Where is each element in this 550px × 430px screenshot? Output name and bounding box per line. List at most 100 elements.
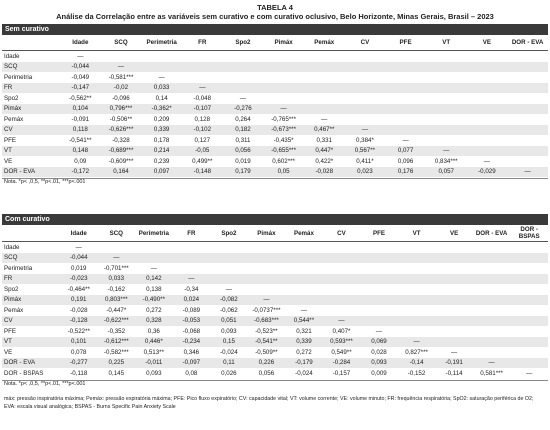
empty-cell <box>360 305 398 316</box>
column-header: Perimetria <box>141 35 182 51</box>
cell: 0,36 <box>147 327 160 335</box>
cell: -0,147 <box>60 82 101 93</box>
empty-cell <box>507 156 548 167</box>
cell: 0,339 <box>285 336 323 347</box>
table-row: CV 0,118 -0,626*** 0,339 -0,102 0,182 -0,673**… <box>2 124 548 135</box>
empty-cell <box>323 305 361 316</box>
cell: -0,107 <box>181 103 223 114</box>
row-label: Spo2 <box>4 94 19 102</box>
cell: 0,834*** <box>434 157 458 165</box>
empty-cell <box>304 51 345 62</box>
empty-cell <box>435 263 473 274</box>
table-row: Pemáx -0,028 -0,447* 0,272 -0,089 -0,062 -0,07… <box>2 305 548 316</box>
empty-cell <box>223 72 264 83</box>
row-label: DOR - BSPAS <box>4 369 44 377</box>
table-row: Perimetria 0,019 -0,701*** — <box>2 263 548 274</box>
column-header: SCQ <box>97 225 136 242</box>
empty-cell <box>425 124 467 135</box>
cell: 0,028 <box>371 348 387 356</box>
table-row: FR -0,147 -0,02 0,033— <box>2 82 548 93</box>
empty-cell <box>398 284 436 295</box>
table-row: CV -0,128 -0,622*** 0,328 -0,053 0,051 -0,683*… <box>2 315 548 326</box>
cell: 0,272 <box>296 348 312 356</box>
column-header: Spo2 <box>222 35 264 51</box>
cell: — <box>375 327 383 335</box>
cell: 0,467** <box>303 124 345 135</box>
cell: -0,562** <box>69 94 92 102</box>
empty-cell <box>398 242 436 253</box>
column-header: Idade <box>60 225 98 242</box>
empty-cell <box>507 93 548 104</box>
empty-cell <box>101 51 142 62</box>
empty-cell <box>510 273 548 284</box>
cell: -0,011 <box>135 357 173 368</box>
empty-cell <box>426 114 467 125</box>
empty-cell <box>345 114 386 125</box>
table-note: Nota. *p< ,0,5, **p<.01, ***p<.001 <box>2 379 548 387</box>
cell: 0,209 <box>153 115 170 123</box>
table-row: Pimáx 0,104 0,796*** -0,362* -0,107 -0,276— <box>2 103 548 114</box>
cell: -0,152 <box>407 369 426 377</box>
cell: 0,264 <box>235 115 251 123</box>
empty-cell <box>510 347 548 358</box>
row-label: Perimetria <box>4 264 33 272</box>
empty-cell <box>248 242 286 253</box>
cell: — <box>322 315 361 326</box>
empty-cell <box>210 263 248 274</box>
cell: -0,673*** <box>263 124 304 135</box>
cell: -0,157 <box>332 369 351 377</box>
empty-cell <box>467 135 508 146</box>
empty-cell <box>473 242 511 253</box>
cell: 0,078 <box>71 348 87 356</box>
empty-cell <box>467 93 508 104</box>
cell: 0,602*** <box>272 157 295 165</box>
cell: 0,019 <box>235 157 251 165</box>
empty-cell <box>397 273 436 284</box>
cell: 0,178 <box>153 136 170 144</box>
cell: 0,796*** <box>100 103 142 114</box>
empty-cell <box>247 273 286 284</box>
row-label: SCQ <box>2 61 60 72</box>
empty-cell <box>398 305 436 316</box>
cell: -0,522** <box>67 327 90 335</box>
empty-cell <box>510 315 548 326</box>
cell: -0,581*** <box>108 73 134 81</box>
cell: -0,089 <box>182 306 201 314</box>
empty-cell <box>472 294 511 305</box>
cell: -0,582*** <box>103 348 129 356</box>
header-row: Idade SCQ Perimetria FR Spo2 Pimáx Pemáx CV PFE V… <box>2 35 548 51</box>
cell: -0,701*** <box>103 264 129 272</box>
cell: -0,683*** <box>247 315 286 326</box>
cell: -0,0737*** <box>252 306 281 314</box>
column-header: VT <box>397 225 436 242</box>
cell: 0,384* <box>355 136 374 144</box>
empty-cell <box>473 326 511 337</box>
empty-cell <box>182 51 223 62</box>
empty-cell <box>304 72 345 83</box>
cell: -0,162 <box>107 285 126 293</box>
empty-cell <box>473 263 511 274</box>
header-cell <box>2 225 60 242</box>
cell: 0,096 <box>397 157 414 165</box>
empty-cell <box>472 252 511 263</box>
empty-cell <box>323 263 361 274</box>
table-note: Nota. *p< ,0,5, **p<.01, ***p<.001 <box>2 178 548 185</box>
cell: — <box>483 157 490 165</box>
empty-cell <box>303 61 345 72</box>
empty-cell <box>507 124 548 135</box>
empty-cell <box>323 242 361 253</box>
empty-cell <box>397 315 436 326</box>
cell: 0,321 <box>296 327 312 335</box>
cell: — <box>263 103 304 114</box>
column-header: FR <box>172 225 211 242</box>
cell: -0,352 <box>107 327 126 335</box>
row-label: CV <box>2 124 60 135</box>
column-header: PFE <box>360 225 398 242</box>
cell: 0,056 <box>222 145 264 156</box>
empty-cell <box>510 305 548 316</box>
cell: 0,176 <box>385 166 426 177</box>
cell: -0,118 <box>70 369 88 377</box>
column-header: Spo2 <box>210 225 248 242</box>
cell: -0,102 <box>181 124 223 135</box>
